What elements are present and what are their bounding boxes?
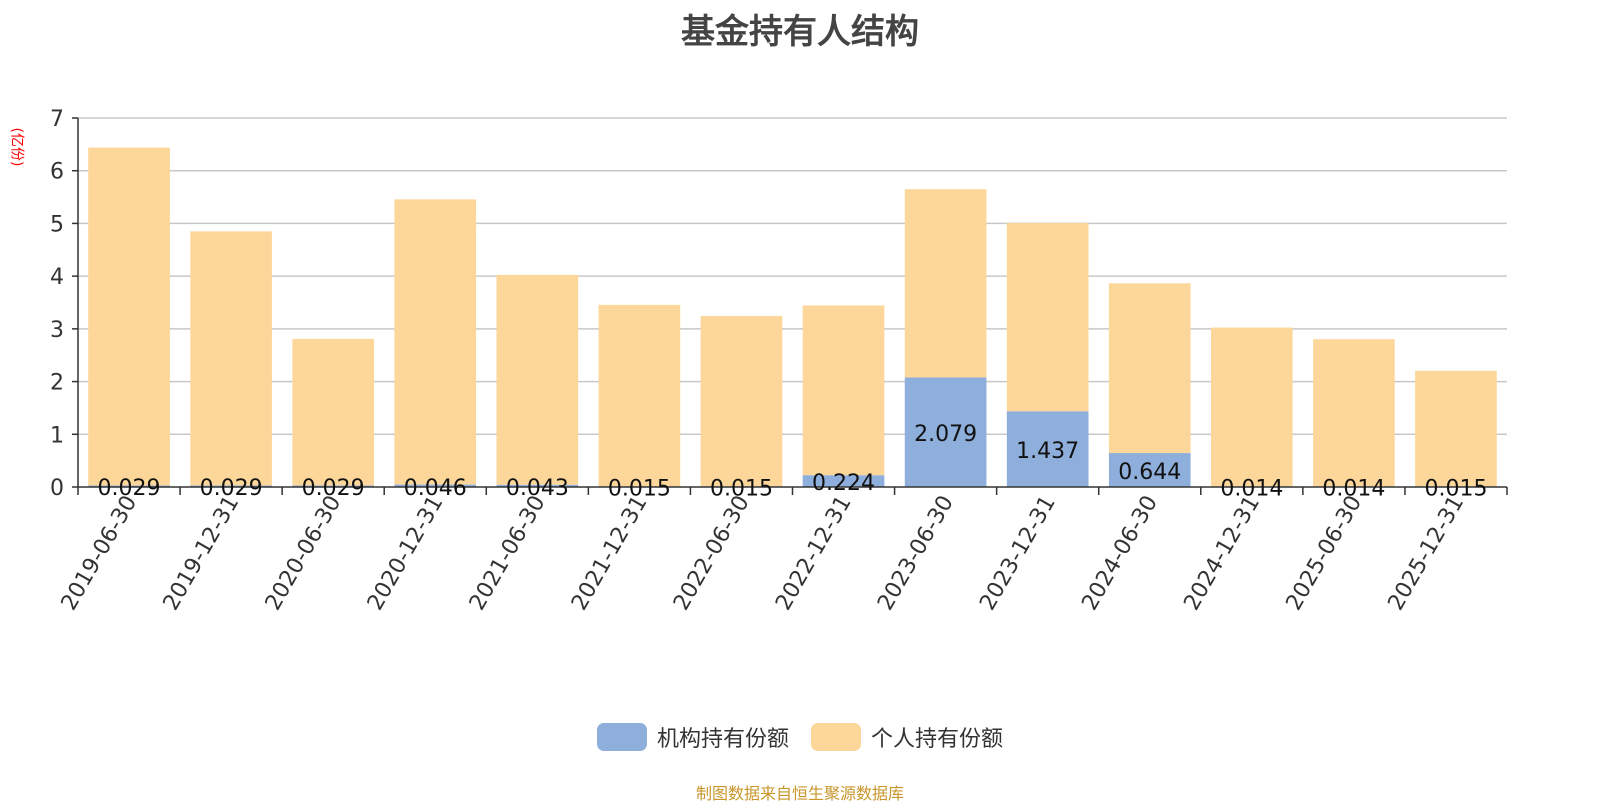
y-tick-label: 2 — [50, 371, 64, 396]
bar-value-label: 0.046 — [404, 476, 467, 501]
bar-individual — [496, 274, 579, 485]
x-tick-label: 2023-06-30 — [873, 492, 959, 615]
bar-institutional — [394, 484, 477, 487]
bar-individual — [598, 304, 681, 487]
legend-swatch-individual — [811, 723, 861, 751]
y-tick-label: 4 — [50, 265, 64, 290]
source-note: 制图数据来自恒生聚源数据库 — [695, 784, 904, 803]
x-tick-label: 2024-12-31 — [1179, 492, 1265, 615]
x-tick-label: 2019-12-31 — [159, 492, 245, 615]
y-tick-label: 6 — [50, 160, 64, 185]
bar-institutional — [904, 377, 987, 487]
bar-value-label: 0.224 — [812, 471, 875, 496]
bar-value-label: 0.015 — [1424, 477, 1487, 502]
legend-label-individual: 个人持有份额 — [871, 727, 1004, 752]
legend: 机构持有份额 个人持有份额 — [0, 721, 1600, 753]
x-tick-label: 2025-06-30 — [1282, 492, 1368, 615]
bar-institutional — [1108, 453, 1191, 487]
bar-individual — [1108, 283, 1191, 454]
bar-value-label: 0.014 — [1220, 477, 1283, 502]
data-labels: 0.029 0.029 0.029 0.046 0.043 0.015 0.015 0.224… — [98, 422, 1488, 501]
bar-individual — [904, 189, 987, 378]
legend-item-individual[interactable]: 个人持有份额 — [811, 721, 1003, 753]
bar-individual — [802, 305, 885, 476]
bar-individual — [88, 147, 170, 486]
x-tick-label: 2024-06-30 — [1077, 492, 1163, 615]
bar-value-label: 0.029 — [200, 476, 263, 501]
bar-institutional — [292, 485, 375, 487]
bar-institutional — [88, 485, 170, 487]
bar-individual — [1006, 223, 1089, 412]
x-tick-label: 2022-12-31 — [771, 492, 857, 615]
bar-value-label: 0.644 — [1118, 460, 1181, 485]
bar-value-label: 2.079 — [914, 422, 977, 447]
bar-individual — [1415, 370, 1497, 487]
y-tick-label: 5 — [50, 212, 64, 237]
y-tick-label: 3 — [50, 318, 64, 343]
bar-institutional — [802, 475, 885, 487]
bar-value-label: 0.015 — [710, 477, 773, 502]
bars — [88, 147, 1497, 487]
bar-individual — [700, 315, 783, 487]
bar-individual — [394, 199, 477, 485]
bar-individual — [292, 338, 375, 486]
x-tick-label: 2023-12-31 — [975, 492, 1061, 615]
legend-item-institutional[interactable]: 机构持有份额 — [596, 721, 789, 753]
x-tick-label: 2021-06-30 — [465, 492, 551, 615]
bar-value-label: 0.029 — [302, 476, 365, 501]
bar-institutional — [496, 484, 579, 487]
bar-value-label: 1.437 — [1016, 439, 1079, 464]
bar-institutional — [190, 485, 272, 487]
bar-value-label: 0.015 — [608, 477, 671, 502]
legend-label-institutional: 机构持有份额 — [656, 727, 789, 752]
bar-value-label: 0.014 — [1322, 477, 1385, 502]
y-tick-label: 1 — [50, 423, 64, 448]
bar-value-label: 0.043 — [506, 476, 569, 501]
chart-title: 基金持有人结构 — [681, 12, 919, 52]
x-tick-label: 2025-12-31 — [1384, 492, 1470, 615]
x-tick-label: 2022-06-30 — [669, 492, 755, 615]
bar-individual — [190, 231, 272, 486]
x-tick-label: 2020-06-30 — [261, 492, 347, 615]
x-tick-label: 2020-12-31 — [363, 492, 449, 615]
bar-individual — [1210, 327, 1293, 487]
y-tick-label: 0 — [50, 476, 64, 501]
legend-swatch-institutional — [596, 723, 647, 751]
bar-value-label: 0.029 — [98, 476, 161, 501]
x-tick-label: 2019-06-30 — [57, 492, 143, 615]
bar-institutional — [1006, 411, 1089, 487]
bar-individual — [1313, 339, 1395, 487]
y-tick-label: 7 — [50, 107, 64, 132]
x-tick-label: 2021-12-31 — [567, 492, 653, 615]
